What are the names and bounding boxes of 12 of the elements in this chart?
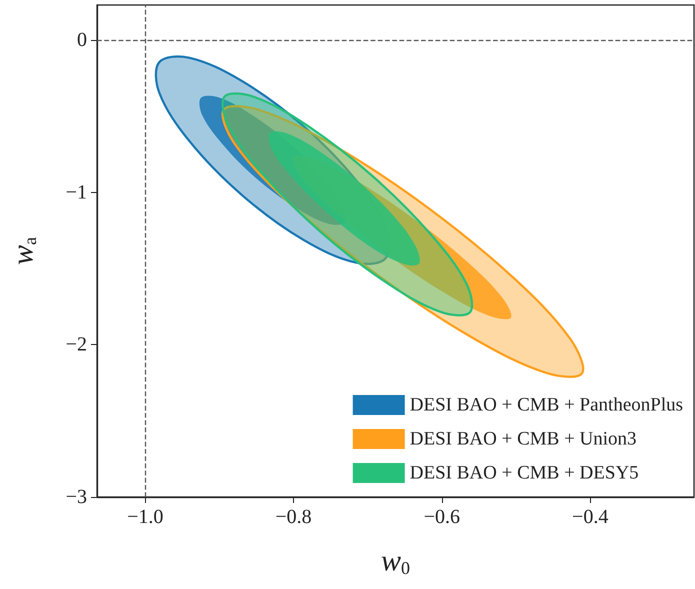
- y-tick-label: −3: [66, 486, 87, 508]
- y-tick-label: 0: [77, 29, 87, 52]
- x-tick-label: −0.8: [275, 506, 312, 528]
- y-tick-label: −1: [66, 181, 87, 204]
- legend-label: DESI BAO + CMB + PantheonPlus: [410, 394, 684, 416]
- x-tick-label: −1.0: [127, 506, 164, 528]
- x-tick-label: −0.6: [424, 506, 460, 528]
- legend-label: DESI BAO + CMB + DESY5: [410, 462, 639, 484]
- legend-label: DESI BAO + CMB + Union3: [410, 428, 637, 450]
- y-tick-label: −2: [66, 334, 87, 356]
- y-axis-title: wa: [6, 236, 40, 265]
- x-tick-label: −0.4: [572, 506, 608, 528]
